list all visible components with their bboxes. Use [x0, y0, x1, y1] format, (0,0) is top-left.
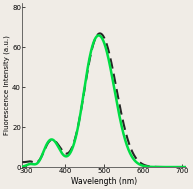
- Y-axis label: Fluorescence Intensity (a.u.): Fluorescence Intensity (a.u.): [3, 35, 10, 135]
- X-axis label: Wavelength (nm): Wavelength (nm): [71, 177, 137, 186]
